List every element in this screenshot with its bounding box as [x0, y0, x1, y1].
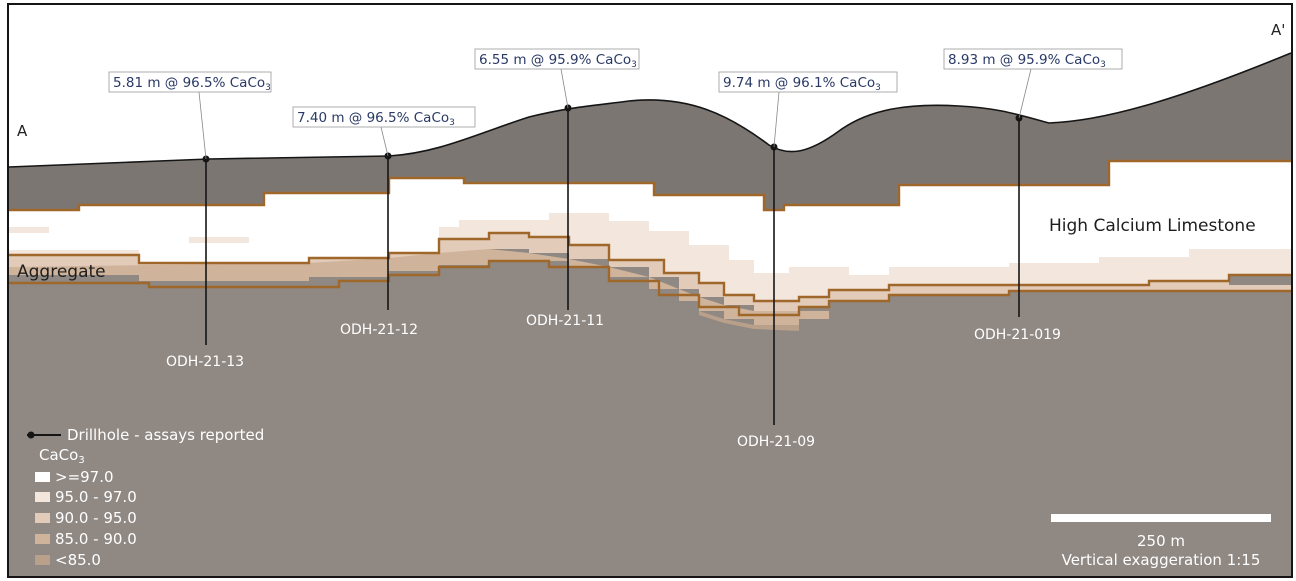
drillhole-label: ODH-21-13 — [166, 354, 244, 370]
drillhole-label: ODH-21-09 — [737, 434, 815, 450]
contact-lines — [9, 159, 1291, 317]
scale-bar-rect — [1051, 514, 1271, 522]
legend-swatch — [35, 472, 50, 482]
topography-line — [9, 52, 1291, 168]
cap-layer — [9, 53, 1291, 210]
legend-class-4: 85.0 - 90.0 — [35, 530, 137, 548]
legend-swatch — [35, 492, 50, 502]
drillhole-odh-21-13[interactable]: 5.81 m @ 96.5% CaCo3 ODH-21-13 — [108, 71, 272, 370]
scale-bar: 250 m Vertical exaggeration 1:15 — [1051, 514, 1271, 569]
legend-swatch — [35, 513, 50, 523]
drillhole-odh-21-12[interactable]: 7.40 m @ 96.5% CaCo3 ODH-21-12 — [292, 106, 476, 338]
legend-title: CaCo3 — [39, 446, 85, 466]
svg-text:>=97.0: >=97.0 — [55, 468, 114, 486]
section-start-label: A — [17, 122, 28, 140]
svg-text:90.0 - 95.0: 90.0 - 95.0 — [55, 509, 137, 527]
legend-drillhole-label: Drillhole - assays reported — [67, 426, 264, 444]
high-calcium-label: High Calcium Limestone — [1049, 216, 1256, 236]
drillhole-label: ODH-21-11 — [526, 313, 604, 329]
svg-text:85.0 - 90.0: 85.0 - 90.0 — [55, 530, 137, 548]
drillholes: 5.81 m @ 96.5% CaCo3 ODH-21-13 7.40 m @ … — [108, 48, 1123, 450]
vertical-exaggeration-note: Vertical exaggeration 1:15 — [1062, 551, 1261, 569]
assay-callout: 6.55 m @ 95.9% CaCo3 — [479, 52, 637, 70]
svg-text:95.0 - 97.0: 95.0 - 97.0 — [55, 488, 137, 506]
legend-swatch — [35, 534, 50, 544]
legend-class-5: <85.0 — [35, 551, 101, 569]
legend-class-1: >=97.0 — [35, 468, 114, 486]
svg-text:<85.0: <85.0 — [55, 551, 101, 569]
drillhole-label: ODH-21-019 — [974, 327, 1061, 343]
upper-aggregate-contact — [9, 231, 1291, 303]
drillhole-odh-21-09[interactable]: 9.74 m @ 96.1% CaCo3 ODH-21-09 — [718, 71, 898, 450]
lower-aggregate-contact — [9, 259, 1291, 317]
drillhole-label: ODH-21-12 — [340, 322, 418, 338]
section-end-label: A' — [1271, 21, 1285, 39]
legend-class-3: 90.0 - 95.0 — [35, 509, 137, 527]
cross-section-figure: A A' High Calcium Limestone Aggregate 5.… — [7, 3, 1293, 578]
legend: Drillhole - assays reported CaCo3 >=97.0… — [27, 426, 264, 569]
assay-callout: 7.40 m @ 96.5% CaCo3 — [297, 110, 455, 128]
scale-label: 250 m — [1137, 532, 1185, 550]
cross-section-svg: A A' High Calcium Limestone Aggregate 5.… — [9, 5, 1291, 576]
upper-contact-line — [9, 159, 1291, 212]
assay-callout: 8.93 m @ 95.9% CaCo3 — [948, 52, 1106, 70]
assay-callout: 9.74 m @ 96.1% CaCo3 — [723, 75, 881, 93]
drillhole-odh-21-11[interactable]: 6.55 m @ 95.9% CaCo3 ODH-21-11 — [474, 48, 640, 329]
drillhole-odh-21-019[interactable]: 8.93 m @ 95.9% CaCo3 ODH-21-019 — [943, 48, 1123, 343]
legend-swatch — [35, 555, 50, 565]
aggregate-label: Aggregate — [17, 262, 106, 282]
assay-callout: 5.81 m @ 96.5% CaCo3 — [113, 75, 271, 93]
legend-class-2: 95.0 - 97.0 — [35, 488, 137, 506]
